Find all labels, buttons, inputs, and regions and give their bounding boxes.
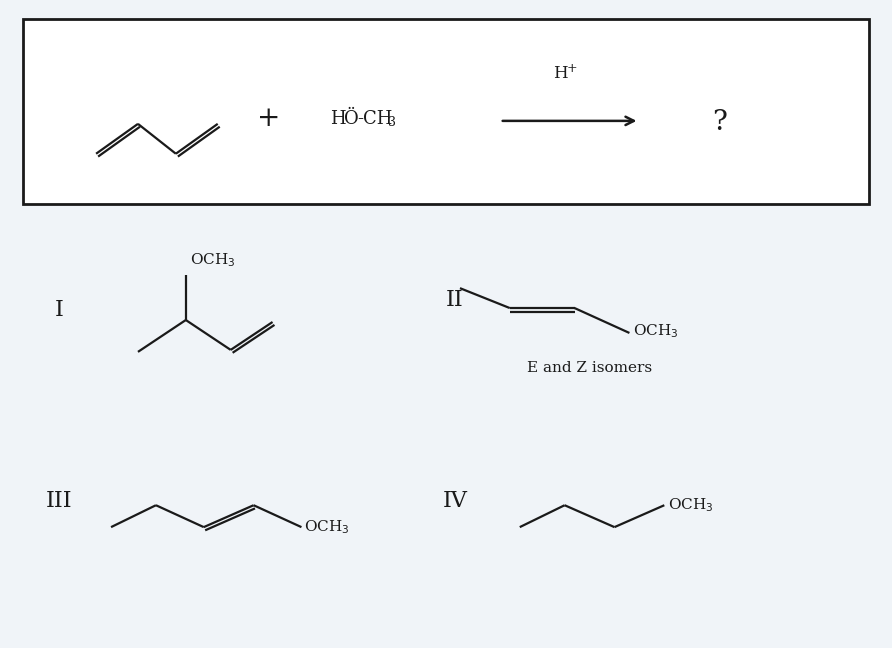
Text: +: + xyxy=(257,106,280,132)
Text: III: III xyxy=(45,491,72,512)
Text: E and Z isomers: E and Z isomers xyxy=(527,361,652,375)
Text: Ö: Ö xyxy=(344,110,359,128)
Text: H: H xyxy=(330,110,346,128)
Text: OCH$_3$: OCH$_3$ xyxy=(304,518,350,536)
Text: OCH$_3$: OCH$_3$ xyxy=(668,496,714,514)
Text: I: I xyxy=(54,299,63,321)
Text: ?: ? xyxy=(712,110,727,136)
Text: IV: IV xyxy=(442,491,467,512)
Text: +: + xyxy=(566,62,577,75)
Text: 3: 3 xyxy=(388,117,396,130)
Text: H: H xyxy=(553,65,567,82)
Text: OCH$_3$: OCH$_3$ xyxy=(190,251,235,269)
Bar xyxy=(23,19,869,203)
Text: OCH$_3$: OCH$_3$ xyxy=(633,322,679,340)
Text: II: II xyxy=(446,289,464,311)
Text: -CH: -CH xyxy=(358,110,392,128)
